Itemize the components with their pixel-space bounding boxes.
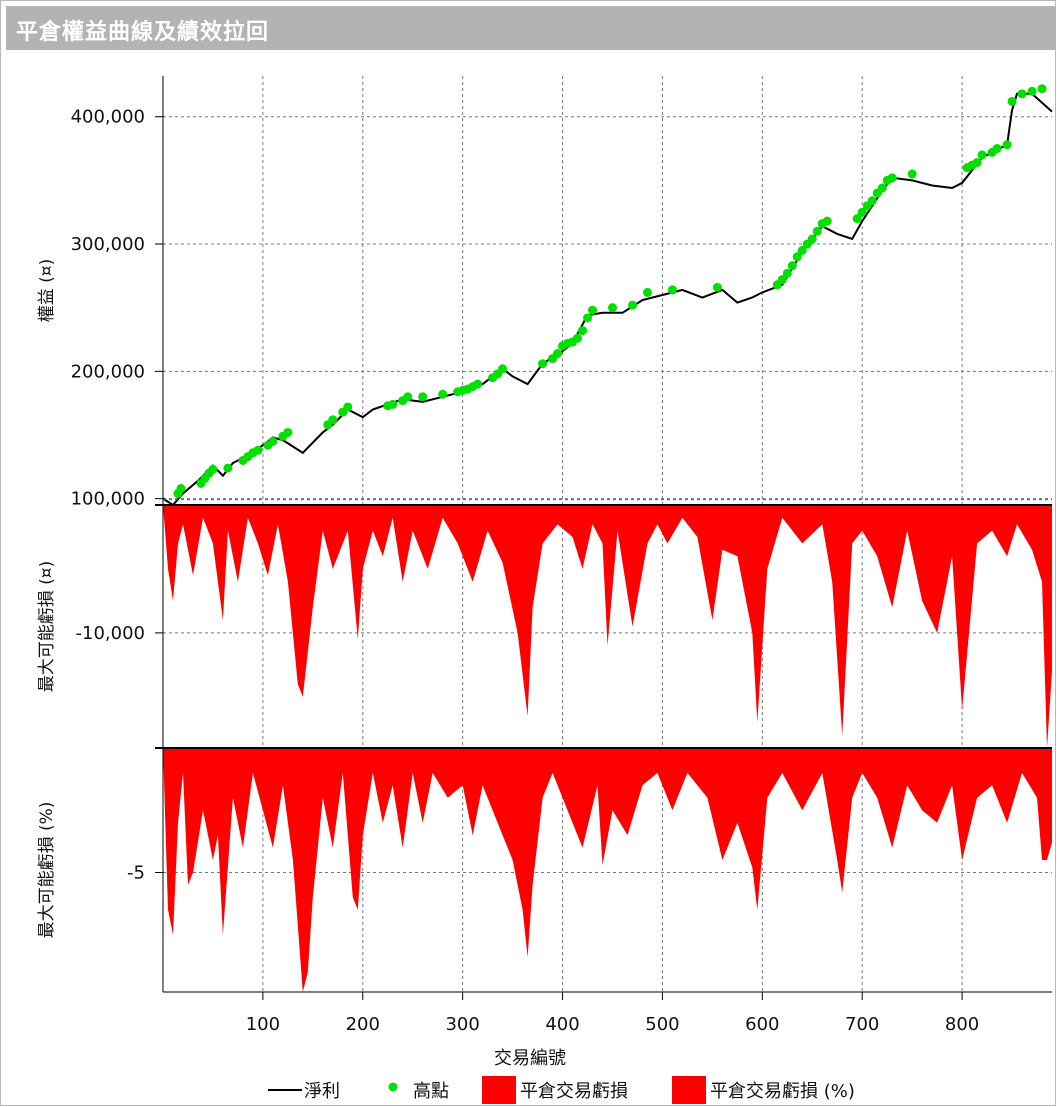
high-point xyxy=(208,464,218,474)
legend-label: 淨利 xyxy=(304,1081,340,1102)
high-point xyxy=(438,389,448,399)
high-point xyxy=(176,483,186,493)
high-point xyxy=(877,183,887,193)
high-point xyxy=(1037,84,1047,94)
high-point xyxy=(642,287,652,297)
y-axis-label: 最大可能虧損 (¤) xyxy=(37,561,57,692)
y-tick-label: 300,000 xyxy=(71,234,145,255)
high-point xyxy=(223,463,233,473)
high-point xyxy=(418,392,428,402)
high-point xyxy=(328,415,338,425)
x-tick-label: 600 xyxy=(745,1014,779,1035)
high-point xyxy=(907,169,917,179)
equity-panel xyxy=(162,84,1053,507)
drawdown-area xyxy=(163,505,1052,748)
legend-label: 高點 xyxy=(413,1081,449,1102)
x-tick-label: 300 xyxy=(445,1014,479,1035)
high-point xyxy=(1002,140,1012,150)
high-point xyxy=(797,245,807,255)
high-point xyxy=(1027,86,1037,96)
legend-label: 平倉交易虧損 (%) xyxy=(710,1081,855,1102)
high-point xyxy=(787,261,797,271)
high-point xyxy=(972,158,982,168)
y-tick-label: -10,000 xyxy=(76,623,145,644)
y-tick-label: 100,000 xyxy=(71,489,145,510)
high-point xyxy=(852,214,862,224)
title-bar: 平倉權益曲線及績效拉回 xyxy=(6,6,1056,50)
high-point xyxy=(473,379,483,389)
y-axis-label: 權益 (¤) xyxy=(37,259,57,322)
high-point xyxy=(607,303,617,313)
high-point xyxy=(667,285,677,295)
high-point xyxy=(403,392,413,402)
high-point xyxy=(553,349,563,359)
legend-dot-swatch xyxy=(388,1082,398,1092)
x-tick-label: 200 xyxy=(346,1014,380,1035)
high-point xyxy=(573,333,583,343)
high-point xyxy=(253,445,263,455)
high-point xyxy=(388,399,398,409)
x-tick-label: 100 xyxy=(246,1014,280,1035)
y-tick-label: -5 xyxy=(127,862,145,883)
high-point xyxy=(992,144,1002,154)
high-point xyxy=(792,252,802,262)
high-point xyxy=(807,234,817,244)
high-point xyxy=(627,300,637,310)
high-point xyxy=(887,173,897,183)
high-point xyxy=(583,313,593,323)
high-point xyxy=(343,402,353,412)
high-point xyxy=(268,436,278,446)
y-tick-label: 200,000 xyxy=(71,361,145,382)
x-tick-label: 700 xyxy=(845,1014,879,1035)
legend-box-swatch xyxy=(672,1076,706,1104)
high-point xyxy=(588,305,598,315)
high-point xyxy=(822,216,832,226)
x-tick-label: 400 xyxy=(545,1014,579,1035)
high-point xyxy=(578,326,588,336)
y-axis-label: 最大可能虧損 (%) xyxy=(37,802,57,939)
high-point xyxy=(857,207,867,217)
high-point xyxy=(538,359,548,369)
legend: 淨利 高點 平倉交易虧損 平倉交易虧損 (%) xyxy=(268,1076,855,1104)
high-point xyxy=(777,275,787,285)
drawdown-percent-panel xyxy=(163,748,1052,992)
high-point xyxy=(1017,89,1027,99)
legend-box-swatch xyxy=(482,1076,516,1104)
y-tick-label: 400,000 xyxy=(71,107,145,128)
high-point xyxy=(812,226,822,236)
high-point xyxy=(1007,96,1017,106)
legend-label: 平倉交易虧損 xyxy=(520,1081,628,1102)
window-title: 平倉權益曲線及績效拉回 xyxy=(16,20,270,45)
equity-line xyxy=(162,92,1053,507)
high-point xyxy=(498,364,508,374)
x-tick-label: 800 xyxy=(945,1014,979,1035)
x-axis-label: 交易編號 xyxy=(494,1048,566,1069)
high-point xyxy=(782,268,792,278)
high-point xyxy=(867,196,877,206)
high-point xyxy=(712,282,722,292)
axes: 100,000 200,000 300,000 400,000 權益 (¤) -10,00… xyxy=(37,76,1052,1069)
high-point xyxy=(283,427,293,437)
high-point xyxy=(977,150,987,160)
drawdown-percent-area xyxy=(163,748,1052,992)
drawdown-currency-panel xyxy=(163,505,1052,748)
x-tick-label: 500 xyxy=(645,1014,679,1035)
